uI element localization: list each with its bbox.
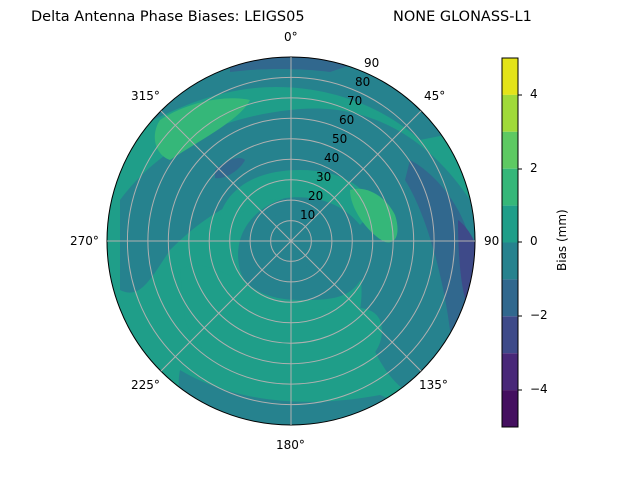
colorbar-label: Bias (mm)	[555, 209, 569, 271]
colorbar-tick-0: 0	[530, 234, 538, 248]
colorbar-tick-4: 4	[530, 87, 538, 101]
theta-tick-270: 270°	[70, 234, 99, 248]
r-tick-40: 40	[324, 151, 340, 165]
theta-tick-0: 0°	[284, 30, 298, 44]
colorbar-tick-neg2: −2	[530, 308, 548, 322]
theta-tick-90: 90	[484, 234, 500, 248]
chart-title-left: Delta Antenna Phase Biases: LEIGS05	[31, 9, 305, 25]
chart-title-right: NONE GLONASS-L1	[393, 9, 532, 25]
theta-tick-315: 315°	[131, 89, 160, 103]
theta-tick-135: 135°	[419, 378, 448, 392]
r-tick-60: 60	[339, 113, 355, 127]
r-tick-20: 20	[308, 189, 324, 203]
r-tick-50: 50	[332, 132, 348, 146]
r-tick-80: 80	[355, 75, 371, 89]
polar-grid	[107, 57, 475, 425]
r-tick-10: 10	[300, 208, 316, 222]
colorbar-tick-neg4: −4	[530, 382, 548, 396]
theta-tick-180: 180°	[276, 438, 305, 452]
r-tick-90: 90	[364, 56, 380, 70]
theta-tick-45: 45°	[424, 89, 446, 103]
r-tick-70: 70	[347, 94, 363, 108]
colorbar	[501, 57, 522, 428]
colorbar-tick-2: 2	[530, 161, 538, 175]
theta-tick-225: 225°	[131, 378, 160, 392]
r-tick-30: 30	[316, 170, 332, 184]
